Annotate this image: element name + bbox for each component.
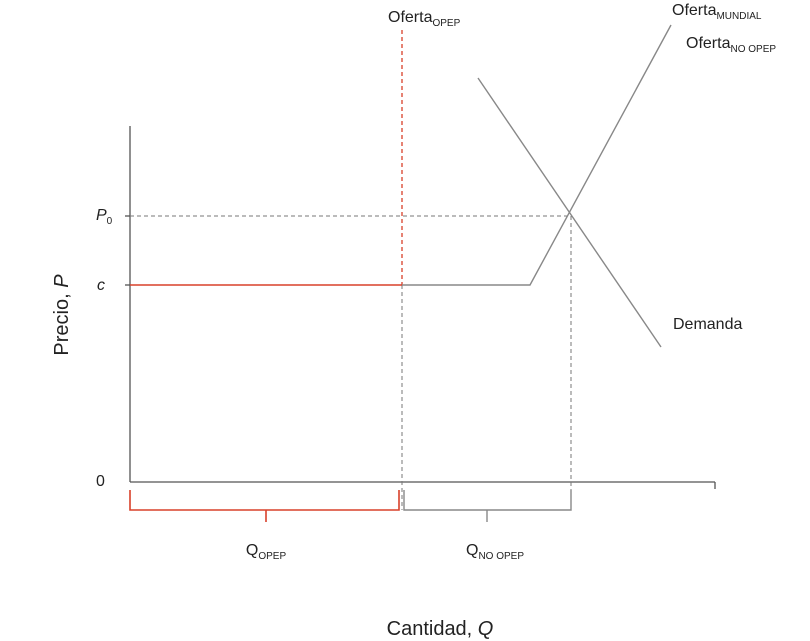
label-part: OPEP <box>432 18 460 29</box>
q-no-opep-label: QNO OPEP <box>466 542 524 562</box>
label-part: 0 <box>107 216 113 227</box>
label-part: Q <box>466 542 478 559</box>
q-opep-label: QOPEP <box>246 542 287 562</box>
label-part: Q <box>478 618 494 640</box>
y-axis-label: Precio, P <box>51 274 73 356</box>
oferta-mundial-label: OfertaMUNDIAL <box>672 2 762 22</box>
label-part: P <box>51 274 73 288</box>
q-opep-bracket <box>129 490 400 511</box>
oferta-opep-label: OfertaOPEP <box>388 9 461 29</box>
label-part: Cantidad, <box>387 618 478 640</box>
label-part: OPEP <box>258 551 286 562</box>
demanda-curve <box>477 77 662 348</box>
zero-label: 0 <box>96 473 105 490</box>
label-part: NO OPEP <box>730 44 776 55</box>
label-part: Q <box>246 542 258 559</box>
demanda-label: Demanda <box>673 316 742 333</box>
label-part: Oferta <box>672 2 717 19</box>
c-label: c <box>97 277 105 294</box>
label-part: P <box>96 207 107 224</box>
p0-label: P0 <box>96 207 113 227</box>
label-part: NO OPEP <box>478 551 524 562</box>
x-axis-label: Cantidad, Q <box>387 618 494 640</box>
label-part: Precio, <box>51 288 73 356</box>
label-part: Oferta <box>686 35 731 52</box>
oferta-no-opep-label: OfertaNO OPEP <box>686 35 776 55</box>
label-part: MUNDIAL <box>716 11 761 22</box>
q-no-opep-bracket <box>403 490 572 511</box>
oferta-mundial-curve <box>402 24 672 286</box>
label-part: Oferta <box>388 9 433 26</box>
